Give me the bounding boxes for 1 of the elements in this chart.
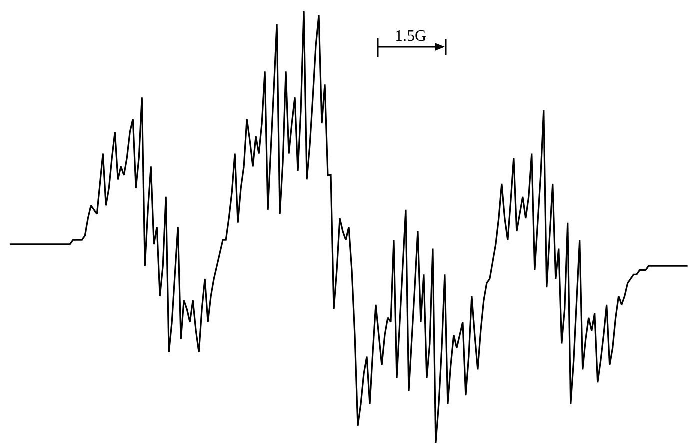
annotation: 1.5G xyxy=(395,28,427,45)
